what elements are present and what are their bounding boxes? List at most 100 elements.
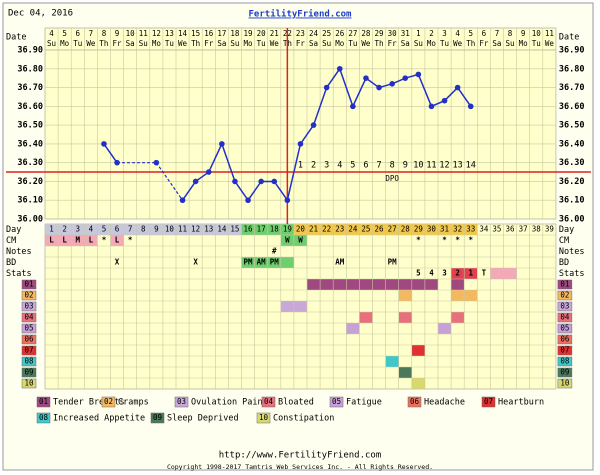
symptom-code-right: 10	[560, 379, 570, 388]
row-label-right: Day	[559, 225, 574, 235]
y-tick-label-right: 36.70	[559, 83, 585, 93]
legend-code-box	[36, 396, 51, 408]
date-label: 15	[191, 29, 200, 38]
y-tick-label-right: 36.80	[559, 64, 585, 74]
footer-url[interactable]: http://www.FertilityFriend.com	[219, 451, 382, 461]
temp-point	[271, 178, 278, 185]
footer-copyright: Copyright 1998-2017 Tamtris Web Services…	[167, 463, 433, 471]
temp-point	[114, 159, 120, 166]
symptom-code-right: 02	[560, 291, 569, 300]
legend-name: Ovulation Pain	[191, 398, 263, 408]
cycle-day: 32	[453, 225, 462, 234]
cycle-day: 24	[348, 225, 358, 234]
symptom-code-right-box	[557, 367, 573, 378]
cm-cell	[84, 235, 98, 246]
cycle-day: 9	[154, 225, 159, 234]
plot-area	[44, 49, 557, 220]
weekday-label: Sa	[217, 39, 226, 48]
temp-point	[402, 75, 409, 81]
y-tick-label-right: 36.40	[559, 139, 585, 149]
legend-code: 06	[410, 397, 420, 406]
weekday-label: We	[178, 39, 188, 48]
stats-entry: 4	[429, 269, 434, 278]
weekday-label: We	[545, 39, 555, 48]
symptom-cell	[451, 312, 465, 323]
bd-entry: AM	[257, 258, 267, 267]
weekday-label: Mo	[427, 39, 437, 48]
cycle-day: 13	[204, 225, 213, 234]
temp-point	[454, 84, 461, 91]
bd-entry: X	[115, 258, 120, 267]
cycle-day: 39	[545, 225, 554, 234]
cycle-day: 28	[401, 225, 411, 234]
symptom-cell	[333, 279, 347, 290]
temp-point	[101, 141, 107, 147]
cm-entry: *	[468, 236, 473, 245]
y-tick-label: 36.60	[17, 102, 43, 112]
cycle-day: 20	[296, 225, 306, 234]
weekday-label: We	[453, 39, 463, 48]
temp-point	[323, 84, 330, 91]
symptom-cell	[398, 367, 412, 378]
bd-entry: PM	[244, 258, 254, 267]
cm-cell	[58, 235, 72, 246]
weekday-label: Su	[139, 39, 148, 48]
dpo-number: 6	[363, 161, 368, 171]
bd-entry: X	[193, 258, 198, 267]
weekday-label: We	[361, 39, 371, 48]
dpo-number: 11	[426, 161, 436, 171]
cm-entry: *	[128, 236, 133, 245]
legend-name: Sleep Deprived	[167, 414, 239, 424]
date-label: 10	[532, 29, 542, 38]
date-label: 9	[521, 29, 526, 38]
dpo-number: 12	[439, 161, 449, 171]
weekday-label: Fr	[204, 39, 214, 48]
stats-entry: 5	[416, 269, 421, 278]
legend-name: Cramps	[118, 398, 149, 408]
weekday-label: We	[86, 39, 96, 48]
cm-entry: *	[442, 236, 447, 245]
weekday-label: Mo	[152, 39, 162, 48]
cycle-day: 36	[506, 225, 516, 234]
date-label: 24	[309, 29, 319, 38]
legend-code-box	[256, 412, 271, 424]
symptom-cell	[411, 345, 425, 356]
row-label: BD	[6, 258, 16, 268]
row-label: Notes	[6, 247, 32, 257]
temp-point	[441, 97, 448, 104]
weekday-label: Sa	[401, 39, 410, 48]
date-label: 7	[495, 29, 500, 38]
date-label: 3	[442, 29, 447, 38]
site-link[interactable]: FertilityFriend.com	[249, 9, 353, 20]
y-tick-label-right: 36.00	[559, 215, 585, 225]
weekday-label: Su	[322, 39, 331, 48]
row-label-right: Date	[559, 33, 579, 43]
cycle-day: 16	[244, 225, 254, 234]
dpo-number: 4	[337, 161, 342, 171]
weekday-label: Th	[375, 39, 384, 48]
symptom-cell	[346, 323, 360, 334]
legend-code-box	[36, 412, 51, 424]
symptom-cell	[464, 290, 478, 301]
temp-line	[103, 143, 118, 164]
legend-code-box	[101, 396, 116, 408]
cycle-day: 4	[89, 225, 94, 234]
temp-point	[192, 178, 199, 185]
weekday-label: Tu	[257, 39, 266, 48]
cm-entry: W	[298, 236, 303, 245]
row-label: CM	[6, 236, 16, 246]
symptom-cell	[424, 279, 438, 290]
symptom-cell	[438, 323, 452, 334]
y-tick-label: 36.90	[17, 46, 43, 56]
weekday-label: Mo	[244, 39, 254, 48]
date-label: 7	[89, 29, 94, 38]
temp-point	[376, 84, 382, 91]
symptom-code-right-box	[557, 356, 573, 367]
symptom-code: 06	[24, 335, 34, 344]
weekday-label: Th	[466, 39, 475, 48]
cycle-day: 22	[322, 225, 331, 234]
legend-name: Headache	[424, 398, 465, 408]
legend-name: Constipation	[273, 414, 334, 424]
weekday-label: Tu	[73, 39, 82, 48]
